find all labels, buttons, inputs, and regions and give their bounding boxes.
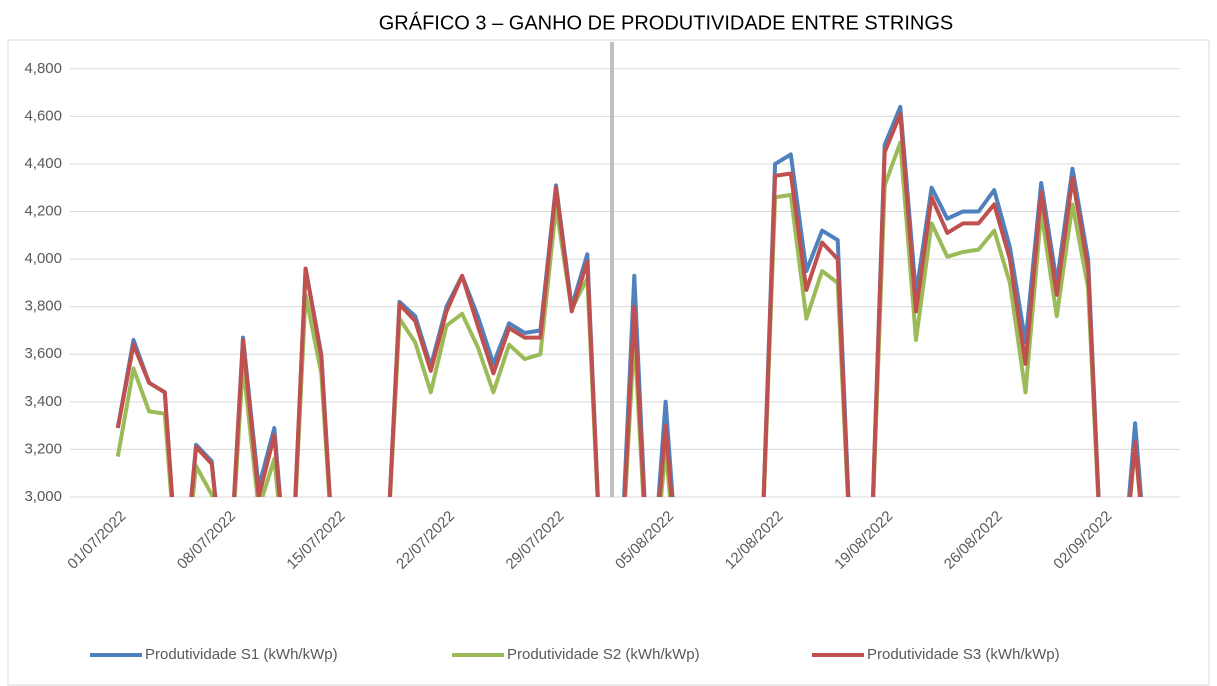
x-tick-label: 29/07/2022 [503, 508, 568, 573]
series-line [115, 112, 1143, 497]
y-tick-label: 3,200 [24, 440, 62, 457]
x-tick-label: 15/07/2022 [283, 508, 348, 573]
legend-label: Produtividade S1 (kWh/kWp) [145, 646, 338, 663]
legend-label: Produtividade S2 (kWh/kWp) [507, 646, 700, 663]
chart-border [7, 39, 1210, 686]
chart-title: GRÁFICO 3 – GANHO DE PRODUTIVIDADE ENTRE… [379, 11, 954, 34]
y-tick-label: 3,400 [24, 393, 62, 410]
x-tick-label: 26/08/2022 [941, 508, 1006, 573]
x-tick-label: 12/08/2022 [722, 508, 787, 573]
x-tick-label: 05/08/2022 [612, 508, 677, 573]
y-tick-label: 4,800 [24, 60, 62, 77]
x-tick-label: 01/07/2022 [64, 508, 129, 573]
y-tick-label: 3,800 [24, 298, 62, 315]
x-tick-label: 19/08/2022 [831, 508, 896, 573]
y-tick-label: 4,600 [24, 107, 62, 124]
y-tick-label: 4,200 [24, 202, 62, 219]
x-tick-label: 22/07/2022 [393, 508, 458, 573]
y-tick-label: 4,000 [24, 250, 62, 267]
series-line [115, 104, 1144, 497]
y-tick-label: 3,600 [24, 345, 62, 362]
legend-label: Produtividade S3 (kWh/kWp) [867, 646, 1060, 663]
y-tick-label: 4,400 [24, 155, 62, 172]
x-tick-label: 08/07/2022 [174, 508, 239, 573]
y-tick-label: 3,000 [24, 488, 62, 505]
x-tick-label: 02/09/2022 [1050, 508, 1115, 573]
